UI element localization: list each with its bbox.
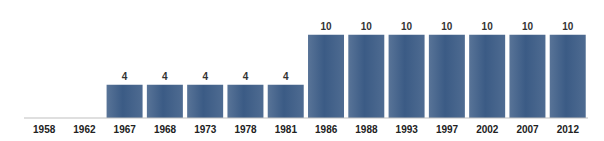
svg-text:1962: 1962 <box>73 124 96 135</box>
svg-text:1973: 1973 <box>194 124 217 135</box>
svg-text:10: 10 <box>320 21 332 32</box>
svg-text:2002: 2002 <box>476 124 499 135</box>
svg-text:1958: 1958 <box>33 124 56 135</box>
svg-text:10: 10 <box>482 21 494 32</box>
svg-text:2007: 2007 <box>516 124 539 135</box>
svg-text:1986: 1986 <box>315 124 338 135</box>
svg-text:2012: 2012 <box>557 124 580 135</box>
svg-text:1968: 1968 <box>154 124 177 135</box>
svg-text:4: 4 <box>162 71 168 82</box>
svg-text:10: 10 <box>562 21 574 32</box>
svg-text:1988: 1988 <box>355 124 378 135</box>
svg-text:4: 4 <box>283 71 289 82</box>
svg-text:1981: 1981 <box>275 124 298 135</box>
svg-text:4: 4 <box>202 71 208 82</box>
svg-text:4: 4 <box>122 71 128 82</box>
svg-text:4: 4 <box>243 71 249 82</box>
svg-text:1997: 1997 <box>436 124 459 135</box>
svg-text:1967: 1967 <box>114 124 137 135</box>
svg-text:10: 10 <box>522 21 534 32</box>
svg-text:10: 10 <box>361 21 373 32</box>
svg-text:10: 10 <box>401 21 413 32</box>
svg-text:1993: 1993 <box>396 124 419 135</box>
svg-text:1978: 1978 <box>234 124 257 135</box>
svg-text:10: 10 <box>441 21 453 32</box>
